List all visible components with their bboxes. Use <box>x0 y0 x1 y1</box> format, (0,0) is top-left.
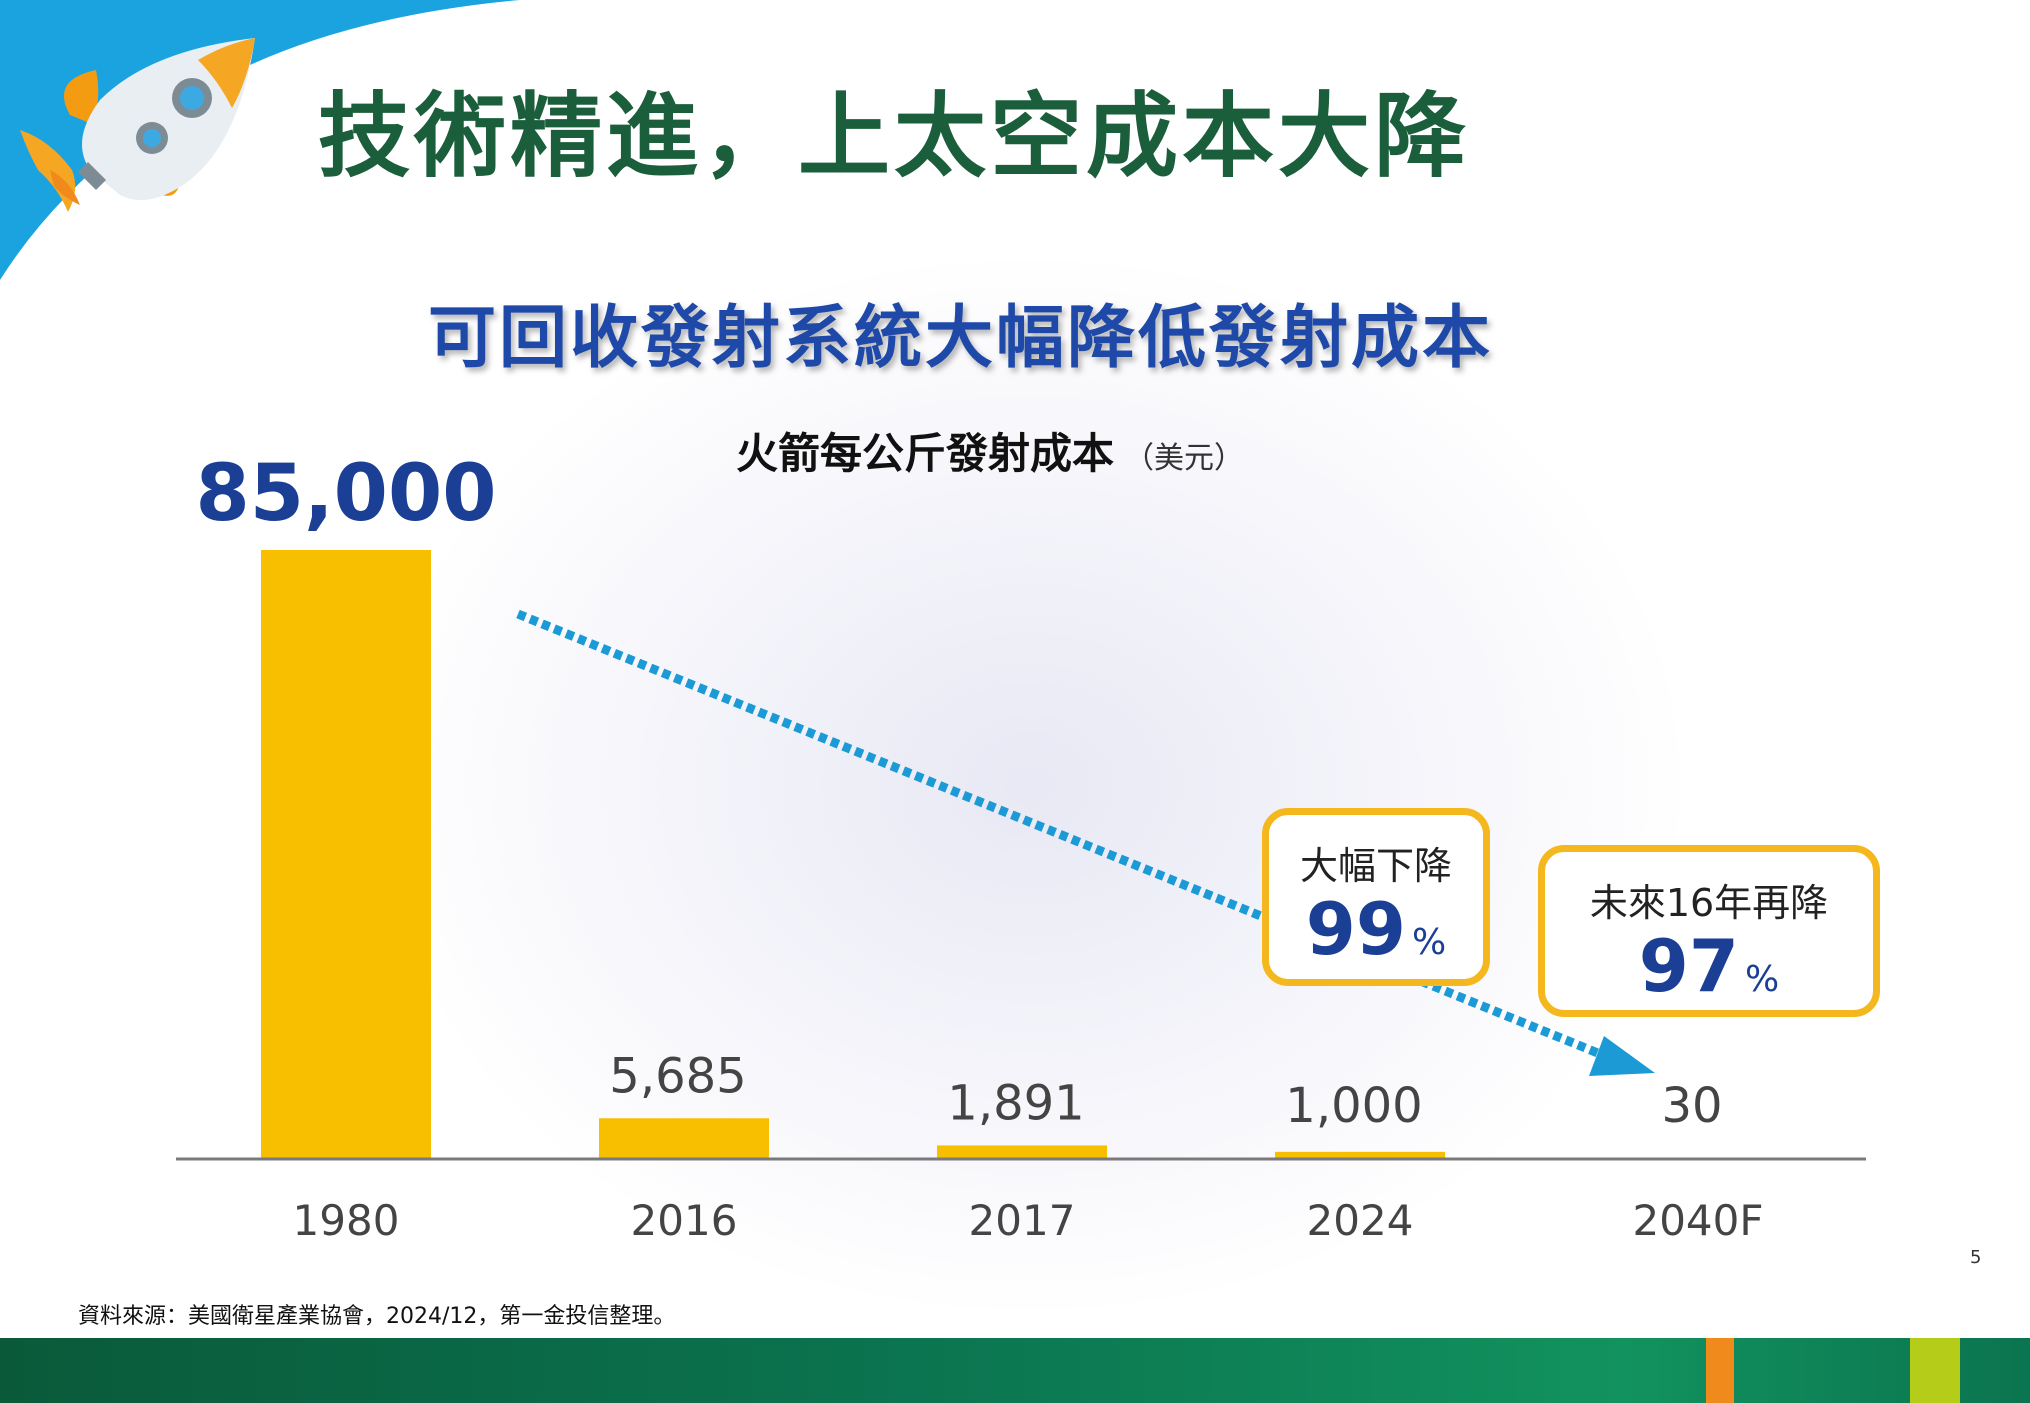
callout-percent: % <box>1411 922 1447 963</box>
corner-decoration <box>0 0 520 280</box>
value-label-2016: 5,685 <box>609 1048 746 1104</box>
value-label-2024: 1,000 <box>1285 1078 1422 1134</box>
category-label-1980: 1980 <box>293 1196 400 1245</box>
callout-label: 大幅下降 <box>1299 844 1452 888</box>
category-label-2040F: 2040F <box>1632 1196 1763 1245</box>
footer-bar <box>0 1338 2030 1403</box>
value-label-2040F: 30 <box>1661 1078 1722 1134</box>
bar-2017 <box>937 1145 1107 1159</box>
page-title: 技術精進，上太空成本大降 <box>318 83 1471 190</box>
callout-97-percent: 未來16年再降 97% <box>1538 845 1880 1017</box>
trend-arrowhead <box>1589 1036 1655 1076</box>
category-label-2016: 2016 <box>631 1196 738 1245</box>
value-label-2017: 1,891 <box>947 1075 1084 1131</box>
value-label-1980: 85,000 <box>196 449 497 539</box>
page-number: 5 <box>1970 1247 1982 1268</box>
callout-percent: % <box>1744 959 1780 1000</box>
bar-2024 <box>1275 1151 1445 1159</box>
chart-title: 火箭每公斤發射成本 （美元） <box>736 420 1244 481</box>
source-note: 資料來源：美國衛星產業協會，2024/12，第一金投信整理。 <box>78 1304 676 1329</box>
bar-2016 <box>599 1118 769 1159</box>
category-label-2017: 2017 <box>969 1196 1076 1245</box>
chart-title-text: 火箭每公斤發射成本 <box>736 429 1115 478</box>
callout-value: 99 <box>1305 887 1406 971</box>
trend-arrow <box>516 609 1617 1065</box>
callout-value: 97 <box>1638 924 1739 1008</box>
page-subtitle: 可回收發射系統大幅降低發射成本 <box>428 299 1494 378</box>
category-label-2024: 2024 <box>1307 1196 1414 1245</box>
bar-chart: 85,000 1980 5,685 2016 1,891 2017 1,000 2024 30 2… <box>176 449 1866 1245</box>
callout-label: 未來16年再降 <box>1589 881 1829 925</box>
nebula-background <box>380 260 1680 1310</box>
footer-accent-orange <box>1706 1338 1734 1403</box>
bar-1980 <box>261 550 431 1159</box>
chart-unit: （美元） <box>1124 441 1245 476</box>
callout-99-percent: 大幅下降 99% <box>1262 808 1490 986</box>
footer-accent-lime <box>1910 1338 1960 1403</box>
rocket-icon <box>20 38 255 212</box>
